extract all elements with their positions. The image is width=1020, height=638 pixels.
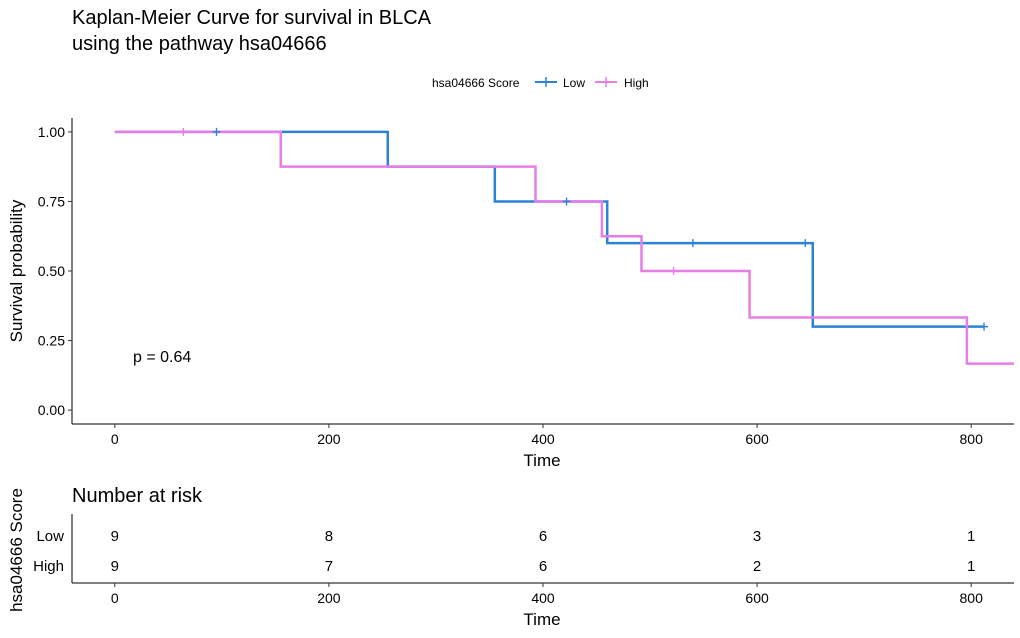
survival-curves [114, 130, 1014, 365]
survival-curve-low [114, 130, 985, 328]
risk-value: 6 [539, 528, 547, 545]
x-tick-label: 600 [745, 590, 769, 606]
legend-title: hsa04666 Score [432, 76, 520, 90]
risk-value: 2 [753, 558, 761, 575]
x-tick-label: 400 [531, 590, 555, 606]
legend-label-high: High [624, 76, 649, 90]
risk-value: 1 [967, 528, 975, 545]
y-tick-label: 0.50 [38, 263, 65, 279]
risk-value: 6 [539, 558, 547, 575]
censor-mark-high [179, 127, 188, 136]
risk-value: 9 [111, 558, 119, 575]
x-tick-label: 400 [531, 431, 555, 447]
x-tick-label: 600 [745, 431, 769, 447]
x-tick-label: 0 [111, 590, 119, 606]
risk-x-axis-title: Time [523, 610, 560, 629]
censor-marks [179, 127, 989, 331]
y-axis-title: Survival probability [7, 199, 26, 342]
x-axis-ticks: 0 200 400 600 800 [111, 424, 983, 447]
y-axis-ticks: 0.00 0.25 0.50 0.75 1.00 [38, 124, 72, 418]
risk-value: 3 [753, 528, 761, 545]
risk-value: 7 [325, 558, 333, 575]
risk-rows: Low 9 8 6 3 1 High 9 7 6 2 1 [33, 528, 975, 575]
x-axis-title: Time [523, 451, 560, 470]
censor-mark-low [688, 239, 697, 248]
risk-y-axis-title: hsa04666 Score [7, 488, 26, 612]
y-tick-label: 0.25 [38, 333, 65, 349]
legend-label-low: Low [563, 76, 585, 90]
risk-table: Number at risk Low 9 8 6 3 1 High 9 7 6 2 1 0 200 400… [7, 485, 1014, 629]
censor-mark-high [669, 267, 678, 275]
y-tick-label: 0.75 [38, 193, 65, 209]
p-value: p = 0.64 [133, 349, 191, 366]
risk-row-label-low: Low [36, 528, 64, 545]
x-tick-label: 800 [960, 431, 984, 447]
risk-value: 1 [967, 558, 975, 575]
chart-title-line-2: using the pathway hsa04666 [72, 33, 327, 55]
censor-mark-low [801, 239, 810, 248]
y-tick-label: 1.00 [38, 124, 65, 140]
risk-table-title: Number at risk [72, 485, 203, 507]
censor-mark-low [562, 197, 571, 206]
censor-mark-low [980, 322, 989, 331]
risk-value: 8 [325, 528, 333, 545]
y-tick-label: 0.00 [38, 402, 65, 418]
x-tick-label: 0 [111, 431, 119, 447]
risk-x-axis-ticks: 0 200 400 600 800 [111, 583, 983, 606]
survival-plot: 0.00 0.25 0.50 0.75 1.00 0 200 400 600 800 p = 0… [7, 118, 1014, 470]
chart-title-line-1: Kaplan-Meier Curve for survival in BLCA [72, 7, 432, 29]
risk-row-label-high: High [33, 558, 64, 575]
censor-mark-low [212, 127, 221, 136]
x-tick-label: 200 [317, 431, 341, 447]
legend: hsa04666 Score Low High [432, 76, 649, 90]
x-tick-label: 200 [317, 590, 341, 606]
risk-value: 9 [111, 528, 119, 545]
x-tick-label: 800 [960, 590, 984, 606]
survival-curve-high [114, 130, 1014, 365]
chart-title: Kaplan-Meier Curve for survival in BLCA … [72, 7, 432, 55]
